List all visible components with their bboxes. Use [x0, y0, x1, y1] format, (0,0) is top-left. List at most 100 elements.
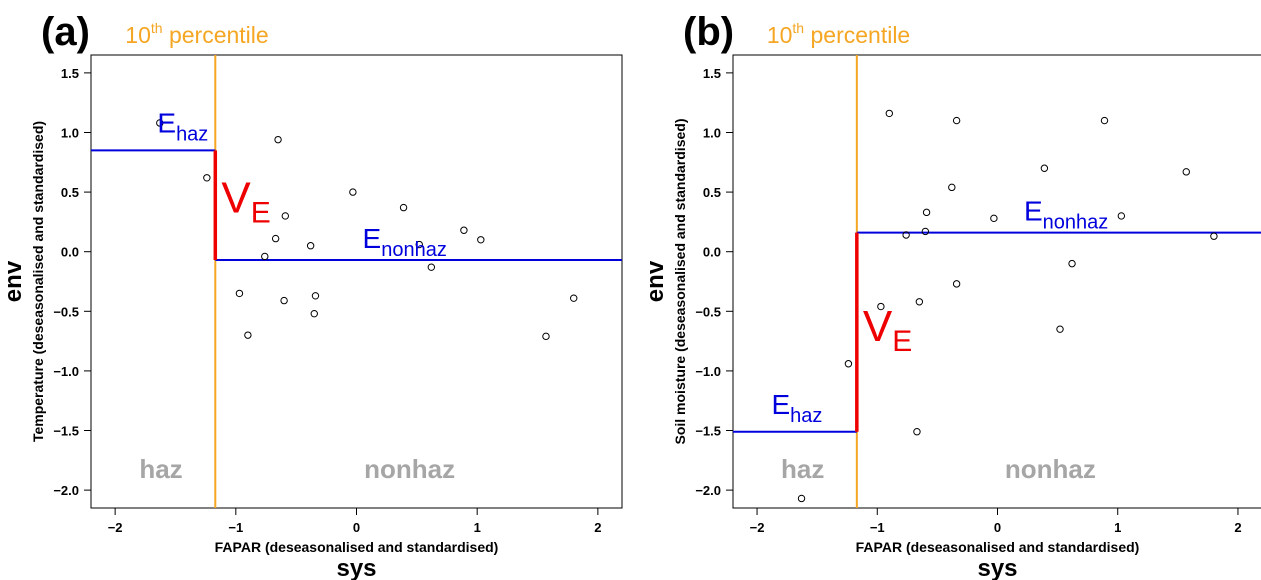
e-nonhaz-label-sub: nonhaz	[1043, 212, 1109, 234]
x-tick-label: −2	[108, 520, 123, 535]
y-tick-label: −0.5	[695, 304, 721, 319]
y-tick-label: −1.5	[695, 424, 721, 439]
data-point	[542, 332, 550, 341]
e-nonhaz-label-main: E	[363, 223, 382, 254]
data-point	[922, 208, 931, 217]
data-point	[427, 263, 436, 271]
data-point	[915, 298, 924, 306]
data-point	[310, 309, 318, 318]
data-point	[280, 296, 288, 305]
percentile-label-number: 10	[767, 22, 793, 48]
data-point	[235, 289, 244, 298]
e-haz-label-sub: haz	[790, 405, 822, 427]
x-tick-label: 1	[1114, 520, 1121, 535]
ve-label: VE	[863, 302, 912, 358]
e-haz-label-sub: haz	[176, 123, 208, 145]
y-tick-label: 0.5	[61, 185, 79, 200]
data-point	[913, 428, 921, 436]
data-point	[244, 331, 252, 339]
x-tick-label: −1	[228, 520, 243, 535]
percentile-label: 10th percentile	[767, 20, 910, 48]
y-axis-label: Temperature (deseasonalised and standard…	[30, 121, 46, 442]
data-point	[274, 135, 282, 144]
x-tick-label: −1	[870, 520, 885, 535]
data-point	[477, 236, 485, 244]
data-point	[415, 240, 423, 249]
percentile-label: 10th percentile	[125, 20, 268, 48]
chart-panel-a: −2 −1 0 1 2 −2.0 −1.5 −1.0 −0.5 0.0 0.5 1.0 1.5 FAPAR…	[0, 10, 623, 580]
percentile-label-number: 10	[125, 22, 151, 48]
e-haz-label: Ehaz	[771, 389, 822, 427]
ve-label-sub: E	[892, 325, 912, 358]
y-tick-label: −2.0	[53, 483, 79, 498]
data-point	[570, 294, 578, 302]
data-point	[844, 360, 853, 368]
x-tick-label: 1	[474, 520, 481, 535]
y-tick-label: 1.5	[61, 66, 79, 81]
e-nonhaz-label-sub: nonhaz	[381, 239, 447, 261]
chart-panel-b: −2 −1 0 1 2 −2.0 −1.5 −1.0 −0.5 0.0 0.5 1.0 1.5 FAPAR…	[642, 10, 1261, 580]
e-nonhaz-label-main: E	[1024, 196, 1043, 227]
data-point	[1100, 116, 1109, 125]
data-point	[203, 174, 211, 182]
y-tick-label: 0.0	[703, 245, 721, 260]
data-point	[885, 109, 893, 118]
y-axis-title: env	[642, 260, 669, 302]
data-point	[921, 227, 930, 236]
data-point	[902, 231, 910, 239]
data-point	[399, 203, 408, 212]
x-axis-label: FAPAR (deseasonalised and standardised)	[215, 539, 499, 555]
data-point	[877, 302, 885, 311]
y-tick-label: −1.0	[695, 364, 721, 379]
data-point	[1210, 232, 1218, 240]
region-label-nonhaz: nonhaz	[364, 454, 455, 484]
y-tick-label: −1.0	[53, 364, 79, 379]
data-point	[952, 116, 961, 125]
y-tick-label: −1.5	[53, 424, 79, 439]
data-point	[281, 212, 289, 220]
region-label-nonhaz: nonhaz	[1005, 454, 1096, 484]
region-label-haz: haz	[139, 454, 182, 484]
y-tick-label: 0.0	[61, 245, 79, 260]
plot-frame	[732, 54, 1261, 509]
data-point	[990, 214, 998, 223]
data-point	[1182, 168, 1190, 176]
percentile-label-superscript: th	[151, 20, 163, 36]
e-haz-label: Ehaz	[157, 107, 208, 145]
data-point	[952, 280, 961, 288]
panel-label: (a)	[41, 10, 90, 54]
x-axis-label: FAPAR (deseasonalised and standardised)	[856, 539, 1140, 555]
region-label-haz: haz	[781, 454, 824, 484]
percentile-label-text: percentile	[163, 22, 269, 48]
y-tick-label: 0.5	[703, 185, 721, 200]
data-point	[797, 494, 806, 503]
data-point	[349, 188, 357, 196]
data-point	[271, 234, 280, 243]
data-point	[261, 252, 269, 261]
data-point	[460, 226, 468, 234]
percentile-label-superscript: th	[792, 20, 804, 36]
y-tick-label: 1.0	[703, 125, 721, 140]
data-point	[156, 119, 164, 127]
y-tick-label: 1.0	[61, 125, 79, 140]
data-point	[1068, 259, 1076, 268]
y-tick-label: −2.0	[695, 483, 721, 498]
ve-label-main: V	[863, 302, 893, 351]
x-axis-title: sys	[336, 555, 376, 580]
ve-label-sub: E	[251, 196, 271, 229]
percentile-label-text: percentile	[804, 22, 910, 48]
x-tick-label: 2	[594, 520, 601, 535]
data-point	[306, 242, 315, 250]
data-point	[311, 292, 320, 300]
y-tick-label: −0.5	[53, 304, 79, 319]
y-tick-label: 1.5	[703, 66, 721, 81]
data-point	[948, 183, 956, 192]
y-axis-label: Soil moisture (deseasonalised and standa…	[672, 119, 688, 445]
ve-label: VE	[221, 173, 270, 229]
x-tick-label: 2	[1234, 520, 1241, 535]
x-tick-label: 0	[994, 520, 1001, 535]
panel-label: (b)	[683, 10, 734, 54]
e-nonhaz-label: Enonhaz	[1024, 196, 1108, 234]
data-point	[1117, 212, 1126, 220]
